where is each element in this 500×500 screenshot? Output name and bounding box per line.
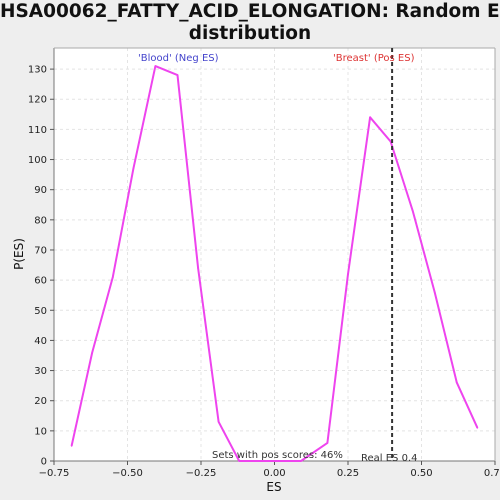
chart-title: HSA00062_FATTY_ACID_ELONGATION: Random E… [0, 0, 500, 45]
data-point [300, 460, 302, 462]
data-point [238, 460, 241, 462]
data-point [259, 460, 261, 462]
neg-label: 'Blood' (Neg ES) [138, 53, 219, 64]
y-tick-label: 10 [34, 426, 47, 437]
data-point [433, 291, 436, 293]
data-point [176, 74, 179, 76]
y-tick-label: 0 [41, 457, 47, 468]
x-tick-label: −0.25 [186, 468, 217, 479]
y-tick-label: 60 [34, 276, 47, 287]
chart-title-line-2: distribution [188, 23, 312, 44]
series-line [70, 65, 479, 462]
data-point [476, 427, 479, 429]
axes: 0 10 20 30 40 50 60 70 80 90 100 110 120 130 −0.75 −0.5… [28, 47, 500, 479]
x-tick-label: −0.75 [39, 468, 70, 479]
data-point [112, 276, 114, 278]
y-tick-label: 130 [28, 65, 47, 76]
data-point [154, 65, 157, 67]
y-tick-label: 30 [34, 366, 47, 377]
data-point [217, 421, 220, 423]
data-point [411, 209, 414, 212]
x-axis-label: ES [266, 480, 281, 494]
y-tick-label: 50 [34, 306, 47, 317]
annotations: 'Blood' (Neg ES) 'Breast' (Pos ES) Sets … [138, 53, 417, 464]
real-es-note: Real ES 0.4 [361, 453, 417, 464]
x-tick-label: 0.75 [484, 468, 500, 479]
pos-label: 'Breast' (Pos ES) [333, 53, 415, 64]
data-point [197, 267, 199, 269]
data-point [132, 167, 135, 170]
x-tick-label: 0.50 [410, 468, 432, 479]
data-point [455, 381, 458, 384]
y-axis-label: P(ES) [12, 238, 26, 270]
x-tick-label: −0.50 [112, 468, 143, 479]
y-tick-label: 40 [34, 336, 47, 347]
data-point [326, 442, 329, 444]
data-point [389, 140, 392, 143]
series-group [70, 48, 479, 462]
pos-scores-note: Sets with pos scores: 46% [212, 450, 343, 461]
x-tick-label: 0.25 [337, 468, 359, 479]
data-point [70, 445, 73, 447]
x-tick-label: 0.00 [263, 468, 285, 479]
y-tick-label: 80 [34, 215, 47, 226]
y-tick-label: 110 [28, 125, 47, 136]
chart-title-line-1: HSA00062_FATTY_ACID_ELONGATION: Random E… [0, 1, 500, 22]
y-tick-label: 120 [28, 95, 47, 106]
data-point [347, 273, 349, 275]
y-tick-label: 70 [34, 245, 47, 256]
data-point [91, 351, 94, 354]
y-tick-label: 100 [28, 155, 47, 166]
y-tick-label: 90 [34, 185, 47, 196]
data-point [279, 460, 282, 462]
y-tick-label: 20 [34, 396, 47, 407]
data-point [369, 116, 371, 119]
